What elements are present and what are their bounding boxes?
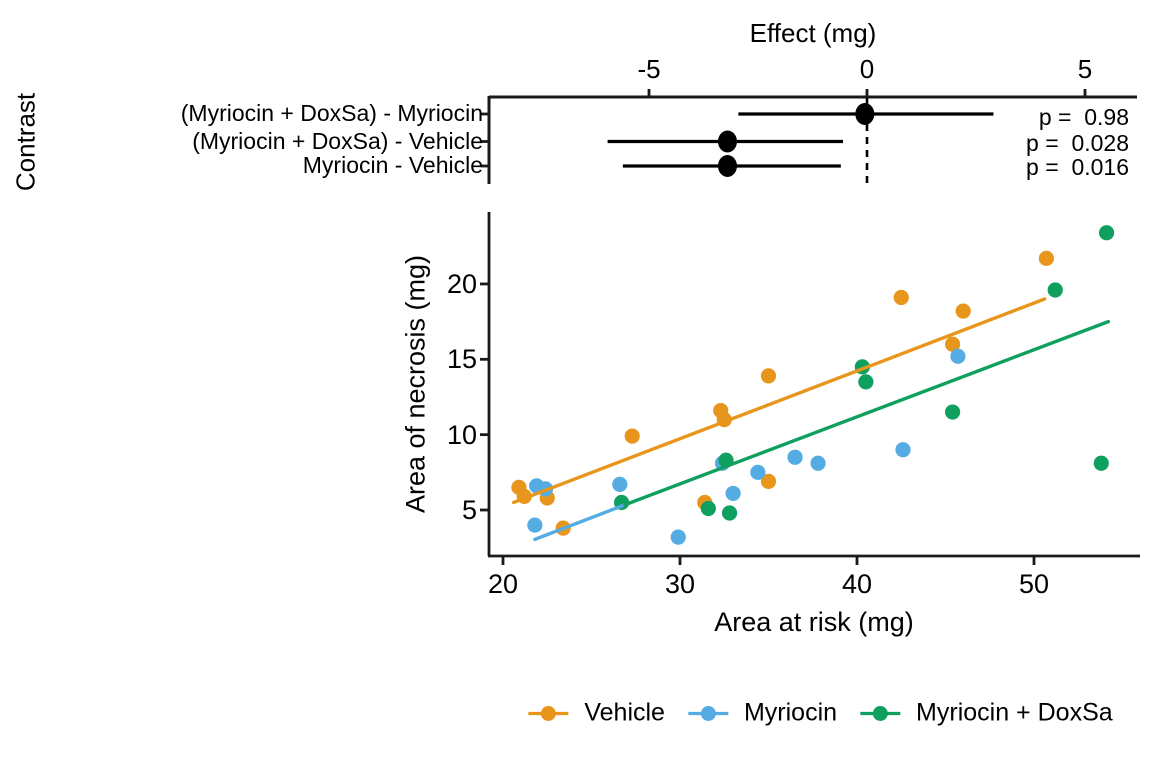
scatter-y-tick-label: 15 — [446, 344, 477, 375]
data-point — [750, 464, 766, 480]
legend-label-myriocin-doxsa: Myriocin + DoxSa — [916, 698, 1113, 727]
myriocin-key-icon — [687, 705, 728, 721]
data-point — [810, 455, 826, 471]
legend-label-vehicle: Vehicle — [584, 698, 665, 727]
data-point — [944, 336, 961, 352]
data-point — [624, 428, 640, 444]
forest-x-axis-title: Effect (mg) — [749, 18, 877, 48]
data-point — [950, 348, 966, 364]
data-point — [721, 505, 738, 521]
data-point — [944, 404, 961, 420]
effect-point — [717, 130, 737, 153]
data-point — [1038, 250, 1054, 266]
data-point — [858, 374, 874, 390]
forest-row-label-1: (Myriocin + DoxSa) - Myriocin — [180, 100, 483, 126]
trend-line — [533, 503, 627, 542]
legend-item-myriocin: Myriocin — [687, 699, 837, 728]
data-point — [725, 485, 741, 502]
effect-tick-label: 0 — [859, 54, 875, 84]
data-point — [527, 517, 543, 533]
legend: Vehicle Myriocin Myriocin + DoxSa — [527, 699, 1113, 728]
effect-point — [855, 103, 875, 125]
effect-point — [717, 155, 737, 177]
scatter-x-tick-label: 30 — [664, 569, 696, 599]
scatter-x-axis-title: Area at risk (mg) — [714, 607, 914, 637]
scatter-x-tick-label: 50 — [1018, 569, 1050, 599]
vehicle-key-icon — [528, 705, 569, 721]
legend-label-myriocin: Myriocin — [743, 698, 838, 727]
data-point — [955, 303, 971, 319]
p-value-label-3: p = 0.016 — [1026, 154, 1129, 180]
effect-tick-label: -5 — [637, 54, 661, 84]
data-point — [760, 473, 777, 489]
data-point — [760, 368, 777, 384]
p-value-label-2: p = 0.028 — [1026, 130, 1129, 156]
scatter-y-axis-title: Area of necrosis (mg) — [400, 254, 431, 514]
legend-item-myriocin-doxsa: Myriocin + DoxSa — [859, 699, 1113, 728]
scatter-x-tick-label: 40 — [841, 569, 873, 599]
scatter-y-tick-label: 10 — [446, 419, 477, 450]
forest-row-label-3: Myriocin - Vehicle — [302, 152, 483, 178]
data-point — [895, 442, 911, 458]
data-point — [700, 500, 716, 517]
scatter-y-tick-label: 20 — [446, 268, 477, 299]
data-point — [893, 289, 909, 306]
scatter-y-tick-label: 5 — [461, 495, 477, 525]
data-point — [1093, 455, 1109, 471]
data-point — [1047, 282, 1063, 298]
effect-tick-label: 5 — [1077, 54, 1093, 84]
p-value-label-1: p = 0.98 — [1038, 104, 1129, 130]
scatter-x-tick-label: 20 — [487, 569, 519, 599]
data-point — [787, 449, 803, 465]
forest-y-axis-title: Contrast — [10, 92, 41, 192]
forest-row-label-2: (Myriocin + DoxSa) - Vehicle — [192, 128, 483, 154]
data-point — [670, 529, 686, 545]
legend-item-vehicle: Vehicle — [527, 699, 665, 728]
data-point — [1098, 225, 1115, 241]
trend-line — [511, 297, 1047, 505]
trend-line — [623, 319, 1111, 507]
myriocin-doxsa-key-icon — [860, 705, 901, 721]
data-point — [612, 476, 628, 492]
